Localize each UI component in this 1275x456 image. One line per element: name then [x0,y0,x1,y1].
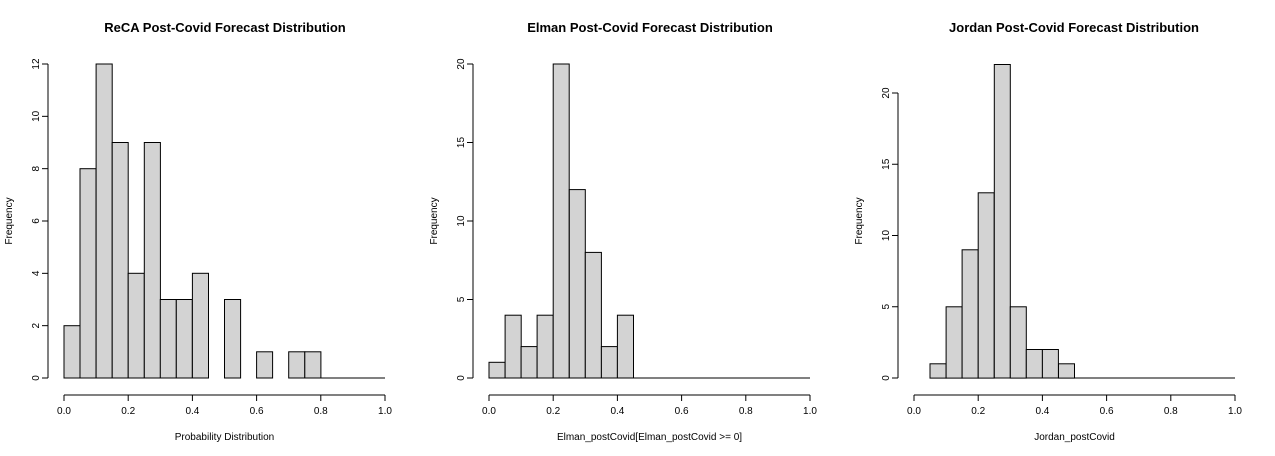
histogram-bar [520,346,538,379]
x-tick-label: 0.8 [739,406,753,417]
histogram-bar [1041,349,1059,379]
y-tick-label: 20 [881,87,892,99]
histogram-bar [191,272,209,379]
y-tick-label: 15 [881,158,892,170]
x-tick-label: 1.0 [1228,406,1242,417]
histogram-bar [143,142,161,379]
histogram-bar [175,299,193,379]
histogram-bar [536,314,554,379]
histogram-bar [288,351,306,379]
x-tick-label: 0.2 [546,406,560,417]
x-tick-label: 1.0 [378,406,392,417]
chart-title: ReCA Post-Covid Forecast Distribution [104,20,346,35]
y-tick-label: 10 [31,110,42,122]
histogram-bar [127,272,145,379]
histogram-bar [63,325,81,379]
histogram-bar [1009,306,1027,379]
y-axis-label: Frequency [4,197,15,244]
histogram-bar [945,306,963,379]
histogram-3: Jordan Post-Covid Forecast Distribution 0… [854,20,1242,443]
x-tick-label: 0.0 [57,406,71,417]
histogram-1: ReCA Post-Covid Forecast Distribution 0.0… [4,20,392,443]
histogram-bar [1025,349,1043,379]
chart-title: Jordan Post-Covid Forecast Distribution [949,20,1199,35]
histogram-bar [256,351,274,379]
histogram-bar [993,64,1011,379]
x-tick-label: 0.4 [185,406,199,417]
histogram-2: Elman Post-Covid Forecast Distribution 0.… [429,20,817,443]
y-tick-label: 0 [881,375,892,381]
x-tick-label: 1.0 [803,406,817,417]
y-tick-label: 0 [456,375,467,381]
y-tick-label: 8 [31,165,42,171]
y-tick-label: 5 [881,304,892,310]
histogram-bar [552,63,570,379]
histogram-bar [304,351,322,379]
histogram-bar [488,361,506,379]
histogram-bar [616,314,635,379]
x-tick-label: 0.6 [1100,406,1114,417]
y-tick-label: 20 [456,58,467,70]
x-tick-label: 0.6 [250,406,264,417]
histogram-bar [504,314,522,379]
histogram-bar [224,299,242,379]
y-tick-label: 6 [31,218,42,224]
x-tick-label: 0.4 [1035,406,1049,417]
histogram-bar [79,168,97,379]
chart-title: Elman Post-Covid Forecast Distribution [527,20,773,35]
y-axis-label: Frequency [429,197,440,244]
x-tick-label: 0.8 [314,406,328,417]
histogram-bar [600,346,618,379]
x-axis-label: Probability Distribution [175,432,275,443]
x-tick-label: 0.2 [121,406,135,417]
y-tick-label: 4 [31,270,42,276]
x-tick-label: 0.8 [1164,406,1178,417]
histogram-bar [95,63,113,379]
histogram-bar [961,249,979,379]
y-tick-label: 0 [31,375,42,381]
y-axis-label: Frequency [854,197,865,244]
histogram-bar [568,189,586,379]
y-tick-label: 12 [31,58,42,70]
histogram-bar [977,192,995,379]
x-axis-label: Jordan_postCovid [1034,432,1115,443]
y-tick-label: 2 [31,322,42,328]
histogram-bar [1058,363,1075,379]
histogram-bar [929,363,947,379]
y-tick-label: 10 [456,215,467,227]
histogram-bar [584,251,602,379]
x-axis-label: Elman_postCovid[Elman_postCovid >= 0] [557,432,742,443]
y-tick-label: 10 [881,230,892,242]
x-tick-label: 0.4 [610,406,624,417]
histogram-bar [111,142,129,379]
histogram-bar [159,299,177,379]
x-tick-label: 0.6 [675,406,689,417]
x-tick-label: 0.0 [482,406,496,417]
y-tick-label: 5 [456,296,467,302]
x-tick-label: 0.2 [971,406,985,417]
x-tick-label: 0.0 [907,406,921,417]
y-tick-label: 15 [456,137,467,149]
